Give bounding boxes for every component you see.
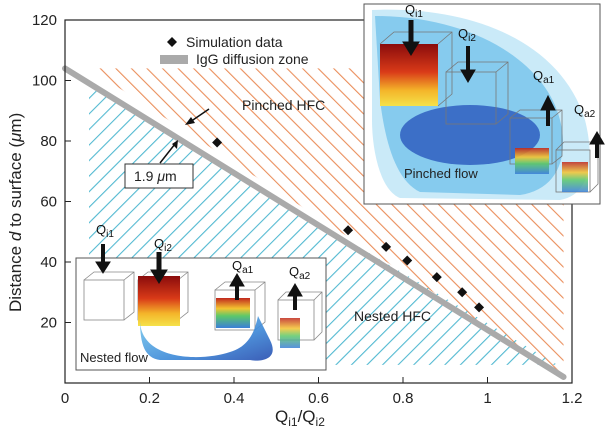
x-tick-label-2: 0.4	[224, 390, 245, 407]
y-tick-label-2: 60	[40, 194, 57, 211]
y-tick-label-0: 20	[40, 315, 57, 332]
data-point-4	[431, 272, 442, 283]
simulation-data-markers	[212, 137, 485, 313]
legend-zone-label: IgG diffusion zone	[196, 51, 309, 67]
width-annotation: 1.9 μm	[124, 108, 210, 189]
legend-simulation-label: Simulation data	[186, 34, 283, 50]
nested-hfc-label: Nested HFC	[354, 308, 431, 324]
pinched-flow-inset: Qi1 Qi2 Qa1 Qa2 Pinched flow	[363, 2, 605, 205]
x-axis-title: Qi1/Qi2	[275, 407, 325, 429]
x-tick-label-0: 0	[61, 390, 69, 407]
width-annotation-value: 1.9	[134, 168, 157, 184]
nested-flow-caption: Nested flow	[80, 350, 149, 365]
x-tick-label-4: 0.8	[393, 390, 414, 407]
width-annotation-box	[124, 163, 194, 189]
data-point-0	[212, 137, 223, 148]
y-tick-label-1: 40	[40, 254, 57, 271]
data-point-2	[381, 241, 392, 252]
x-tick-label-6: 1.2	[562, 390, 583, 407]
y-tick-label-4: 100	[32, 73, 57, 90]
y-axis-title: Distance d to surface (μm)	[6, 113, 25, 312]
legend-zone-swatch	[160, 55, 188, 64]
y-tick-label-5: 120	[32, 12, 57, 29]
x-tick-label-1: 0.2	[139, 390, 160, 407]
x-ticks: 0 0.2 0.4 0.6 0.8 1 1.2	[61, 377, 583, 407]
y-tick-label-3: 80	[40, 133, 57, 150]
legend: Simulation data IgG diffusion zone	[160, 34, 309, 67]
igg-diffusion-zone-band	[62, 65, 567, 380]
x-tick-label-3: 0.6	[308, 390, 329, 407]
pinched-flow-caption: Pinched flow	[404, 166, 478, 181]
nested-flow-inset: Qi1 Qi2 Qa1 Qa2 Nested flow	[75, 222, 327, 371]
pinched-hfc-label: Pinched HFC	[242, 97, 325, 113]
data-point-5	[457, 287, 468, 298]
legend-diamond-icon	[167, 37, 177, 47]
data-point-3	[402, 255, 413, 266]
data-point-6	[474, 302, 485, 313]
y-ticks: 20 40 60 80 100 120	[32, 12, 71, 332]
x-tick-label-5: 1	[483, 390, 491, 407]
data-point-1	[343, 225, 354, 236]
svg-text:1.9 μm: 1.9 μm	[134, 168, 177, 184]
